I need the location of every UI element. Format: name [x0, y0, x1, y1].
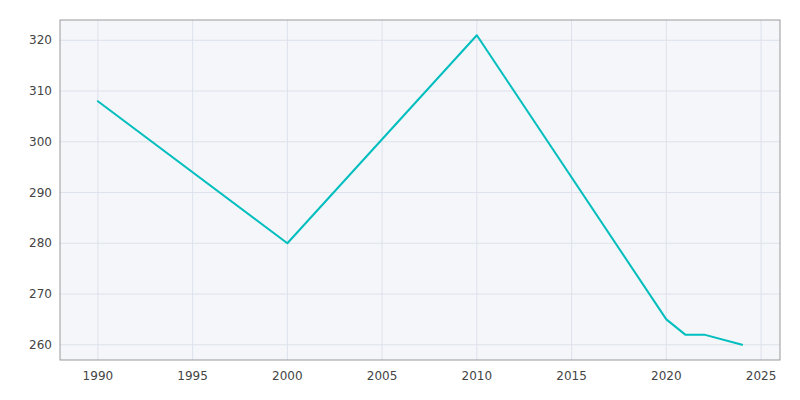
y-tick-label: 290 [29, 186, 52, 200]
x-tick-label: 2005 [367, 369, 398, 383]
y-grid-line [60, 141, 780, 142]
chart-svg: 1990 1995 2000 2005 2010 2015 2020 2025 260 270 28… [0, 0, 800, 400]
x-grid-line [761, 20, 762, 360]
x-grid-line [666, 20, 667, 360]
x-tick-label: 2015 [556, 369, 587, 383]
population-line [98, 35, 742, 345]
x-tick-label: 2020 [651, 369, 682, 383]
x-tick-label: 2000 [272, 369, 303, 383]
y-grid-line [60, 243, 780, 244]
x-tick-label: 2025 [746, 369, 777, 383]
y-tick-label: 320 [29, 33, 52, 47]
chart-container: 1990 1995 2000 2005 2010 2015 2020 2025 260 270 28… [0, 0, 800, 400]
y-grid-line [60, 294, 780, 295]
data-area [98, 35, 742, 345]
x-grid-line [476, 20, 477, 360]
x-grid-line [287, 20, 288, 360]
tick-labels: 1990 1995 2000 2005 2010 2015 2020 2025 260 270 28… [29, 33, 776, 383]
y-tick-label: 300 [29, 135, 52, 149]
grid [60, 20, 780, 360]
y-grid-line [60, 344, 780, 345]
x-tick-label: 2010 [462, 369, 493, 383]
x-grid-line [382, 20, 383, 360]
plot-frame [60, 20, 780, 360]
y-grid-line [60, 192, 780, 193]
x-grid-line [192, 20, 193, 360]
y-grid-line [60, 91, 780, 92]
plot-background [60, 20, 780, 360]
x-tick-label: 1995 [177, 369, 208, 383]
x-tick-label: 1990 [83, 369, 114, 383]
x-grid-line [571, 20, 572, 360]
y-tick-label: 270 [29, 287, 52, 301]
y-tick-label: 310 [29, 84, 52, 98]
y-tick-label: 280 [29, 236, 52, 250]
x-grid-line [97, 20, 98, 360]
y-grid-line [60, 40, 780, 41]
y-tick-label: 260 [29, 338, 52, 352]
